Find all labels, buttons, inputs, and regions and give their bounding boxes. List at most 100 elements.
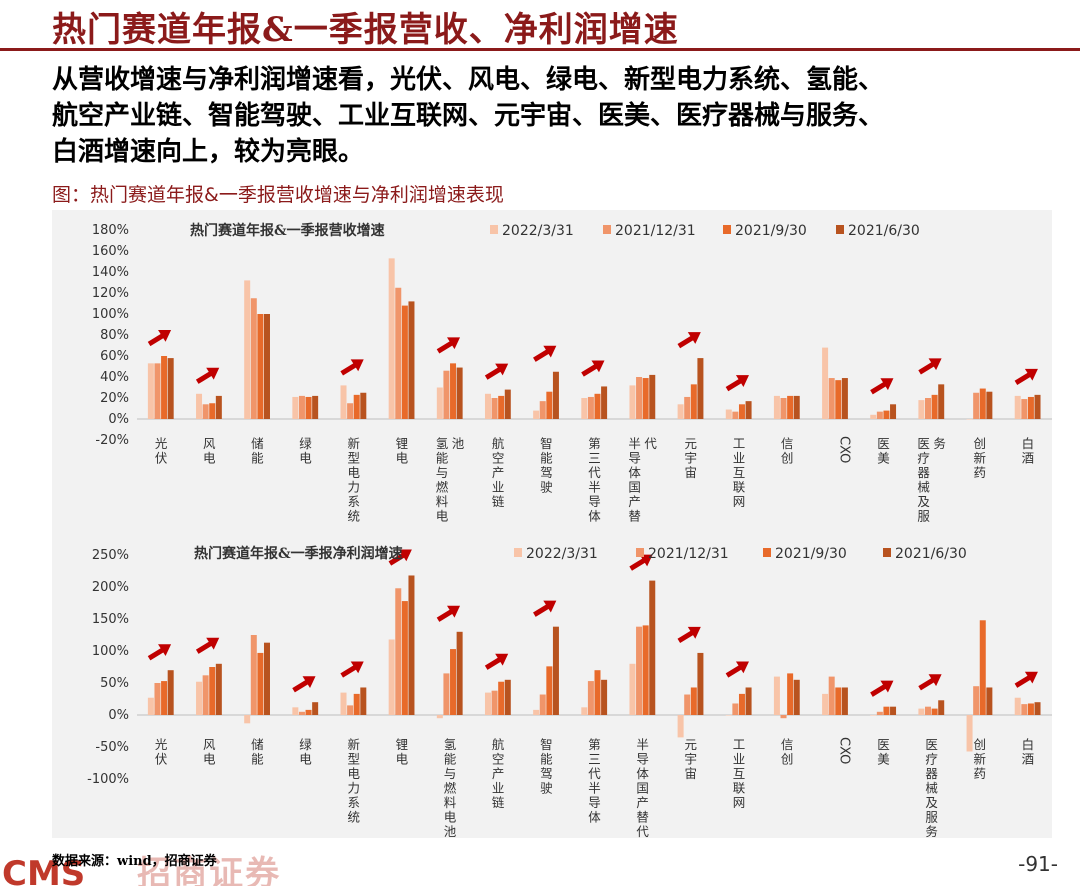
category-label-char: 务 bbox=[925, 824, 938, 838]
category-label-char: 三 bbox=[588, 451, 601, 466]
page-title: 热门赛道年报&一季报营收、净利润增速 bbox=[52, 10, 679, 50]
logo: CMS 招商证券 bbox=[2, 846, 281, 886]
bar-创新药-2021/9/30 bbox=[979, 388, 986, 419]
category-label: 绿电 bbox=[299, 737, 312, 767]
bar-白酒-2021/9/30 bbox=[1027, 396, 1034, 419]
bar-智能驾驶-2021/12/31 bbox=[539, 401, 546, 419]
bar-智能驾驶-2021/9/30 bbox=[546, 666, 553, 715]
bar-信创-2022/3/31 bbox=[773, 676, 780, 715]
arrow-head bbox=[687, 332, 701, 344]
trend-up-arrow-icon bbox=[918, 358, 942, 375]
bar-智能驾驶-2021/9/30 bbox=[546, 391, 553, 419]
category-label-char: 航 bbox=[492, 436, 505, 451]
bar-氢能与燃料电池-2021/6/30 bbox=[456, 367, 463, 419]
logo-text: CMS bbox=[2, 854, 86, 886]
category-label-char: 能 bbox=[251, 752, 264, 767]
category-label-char: 医 bbox=[917, 436, 930, 451]
bar-航空产业链-2021/12/31 bbox=[491, 398, 498, 419]
category-label-char: 绿 bbox=[299, 436, 312, 451]
legend-swatch bbox=[763, 548, 771, 557]
bar-医疗器械及服务-2021/12/31 bbox=[925, 398, 932, 419]
arrow-head bbox=[543, 345, 557, 358]
category-label-char: 及 bbox=[917, 494, 930, 509]
category-label-char: 驶 bbox=[540, 781, 553, 796]
category-label-char: 产 bbox=[492, 465, 505, 480]
category-label-char: 器 bbox=[917, 465, 930, 480]
y-tick-label: 140% bbox=[92, 265, 129, 280]
bar-绿电-2021/6/30 bbox=[312, 395, 319, 419]
arrow-head bbox=[158, 644, 172, 657]
bar-航空产业链-2021/6/30 bbox=[504, 679, 511, 715]
category-label-char: 能 bbox=[436, 451, 449, 466]
bar-白酒-2021/6/30 bbox=[1034, 702, 1041, 715]
arrow-head bbox=[398, 549, 412, 562]
category-label: 锂电 bbox=[396, 737, 409, 767]
arrow-head bbox=[880, 378, 894, 391]
bar-绿电-2021/6/30 bbox=[312, 702, 319, 715]
bar-锂电-2022/3/31 bbox=[388, 258, 395, 419]
category-label-char: 元 bbox=[685, 737, 698, 752]
trend-up-arrow-icon bbox=[677, 332, 701, 349]
category-label: 元宇宙 bbox=[685, 737, 698, 781]
category-label-char: 电 bbox=[396, 752, 409, 767]
bar-锂电-2021/9/30 bbox=[401, 305, 408, 419]
bar-锂电-2021/6/30 bbox=[408, 575, 415, 715]
category-label-char: 与 bbox=[436, 465, 449, 480]
category-label-char: 伏 bbox=[155, 451, 168, 466]
bar-半导体国产替代-2022/3/31 bbox=[629, 663, 636, 715]
category-label: 智能驾驶 bbox=[540, 436, 553, 495]
arrow-head bbox=[639, 554, 653, 567]
y-tick-label: 150% bbox=[92, 612, 129, 627]
bar-半导体国产替代-2021/6/30 bbox=[649, 580, 656, 715]
category-label-char: 宙 bbox=[685, 465, 698, 480]
category-label-char: 疗 bbox=[925, 752, 938, 767]
category-label-char: 互 bbox=[733, 766, 746, 781]
arrow-head bbox=[928, 358, 942, 371]
bar-医美-2021/6/30 bbox=[890, 706, 897, 715]
category-label-char: 产 bbox=[636, 795, 649, 810]
bar-新型电力系统-2021/9/30 bbox=[353, 394, 360, 419]
net-profit-growth-chart: -100%-50%0%50%100%150%200%250%光伏风电储能绿电新型… bbox=[87, 545, 1052, 838]
category-label: 医美 bbox=[877, 436, 890, 466]
bar-工业互联网-2021/6/30 bbox=[745, 401, 752, 419]
bar-光伏-2022/3/31 bbox=[147, 697, 154, 715]
category-label-char: 替 bbox=[636, 810, 649, 825]
category-label-char: 信 bbox=[781, 737, 794, 752]
category-label-char: 光 bbox=[155, 737, 168, 752]
arrow-head bbox=[446, 337, 461, 350]
bar-白酒-2021/12/31 bbox=[1021, 399, 1028, 419]
bar-航空产业链-2021/9/30 bbox=[498, 395, 505, 419]
trend-up-arrow-icon bbox=[725, 375, 749, 392]
bar-工业互联网-2021/12/31 bbox=[732, 411, 739, 419]
category-label-char: 业 bbox=[733, 752, 746, 767]
category-label-char: 风 bbox=[203, 737, 216, 752]
bar-半导体国产替代-2021/12/31 bbox=[636, 377, 643, 419]
bar-锂电-2021/12/31 bbox=[395, 588, 402, 715]
category-label: 第三代半导体 bbox=[588, 436, 601, 524]
category-label-char: 创 bbox=[974, 737, 987, 752]
category-label-char: 空 bbox=[492, 451, 505, 466]
bar-创新药-2021/6/30 bbox=[986, 391, 993, 419]
category-label-char: 电 bbox=[347, 766, 360, 781]
bar-CXO-2021/6/30 bbox=[841, 378, 848, 419]
category-label-char: 体 bbox=[636, 766, 649, 781]
category-label: 工业互联网 bbox=[733, 737, 746, 810]
category-label-char: 能 bbox=[444, 752, 457, 767]
bar-新型电力系统-2022/3/31 bbox=[340, 385, 347, 419]
category-label: 池 bbox=[452, 436, 465, 451]
bar-工业互联网-2022/3/31 bbox=[725, 409, 732, 419]
category-label-char: 业 bbox=[733, 451, 746, 466]
category-label-char: 燃 bbox=[444, 781, 457, 796]
arrow-head bbox=[350, 661, 364, 674]
bar-半导体国产替代-2021/9/30 bbox=[642, 378, 649, 419]
category-label-char: 工 bbox=[733, 436, 746, 451]
trend-up-arrow-icon bbox=[581, 360, 605, 377]
category-label: 白酒 bbox=[1022, 436, 1035, 466]
arrow-head bbox=[206, 637, 220, 650]
category-label-char: 池 bbox=[444, 824, 457, 838]
category-label: 氢能与燃料电 bbox=[436, 436, 449, 524]
category-label-char: 创 bbox=[974, 436, 987, 451]
summary-line: 航空产业链、智能驾驶、工业互联网、元宇宙、医美、医疗器械与服务、 bbox=[52, 101, 885, 131]
y-tick-label: -100% bbox=[87, 772, 129, 787]
category-label-char: 能 bbox=[251, 451, 264, 466]
